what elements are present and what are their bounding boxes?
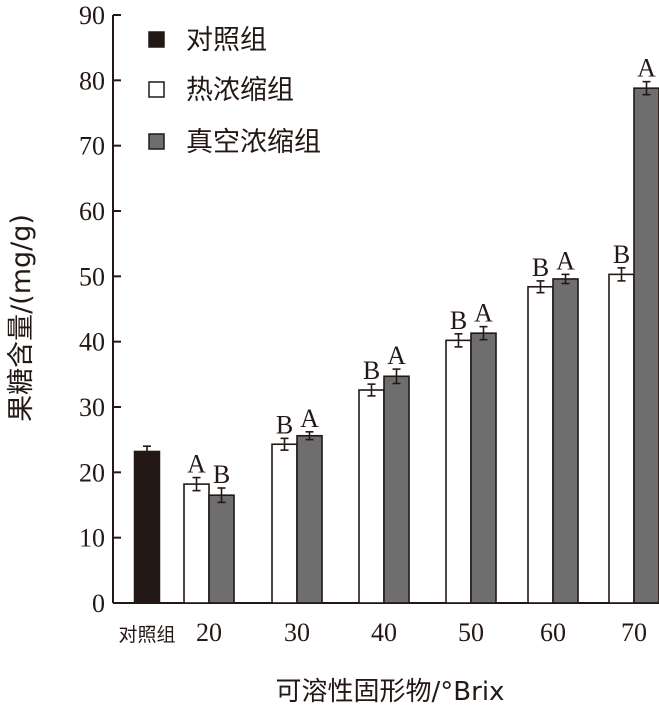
y-tick-label: 10 [79,524,105,553]
significance-label: A [637,54,656,83]
bar-vacuum [208,494,235,604]
bar-control [133,450,161,604]
significance-label: B [613,240,630,269]
y-tick-label: 20 [79,458,105,487]
significance-label: B [532,253,549,282]
bar-hot [358,389,385,604]
significance-label: A [187,450,206,479]
x-tick-label: 50 [458,618,484,647]
significance-label: B [276,410,293,439]
legend-label: 对照组 [186,25,267,56]
x-tick-label: 70 [621,618,647,647]
y-tick-label: 90 [79,1,105,30]
significance-label: A [387,341,406,370]
x-tick-label: 20 [196,618,222,647]
significance-label: A [474,299,493,328]
y-axis-label: 果糖含量/(mg/g) [6,214,37,422]
x-tick-label: 30 [284,618,310,647]
x-tick-label-control: 对照组 [118,624,175,646]
bar-vacuum [383,375,410,604]
bar-hot [527,285,554,604]
bar-hot [445,339,472,604]
bar-vacuum [552,278,579,604]
legend-label: 热浓缩组 [186,75,294,106]
legend-swatch [148,133,165,150]
y-tick-label: 70 [79,132,105,161]
x-tick-label: 40 [371,618,397,647]
x-axis-label: 可溶性固形物/°Brix [276,677,505,707]
significance-label: A [300,404,319,433]
legend-swatch [148,81,165,98]
bar-hot [271,443,298,604]
significance-label: B [363,356,380,385]
y-tick-label: 80 [79,66,105,95]
legend-swatch [148,31,165,48]
bar-vacuum [296,434,323,604]
y-tick-label: 30 [79,393,105,422]
x-tick-label: 60 [540,618,566,647]
bar-vacuum [633,87,659,604]
significance-label: B [450,306,467,335]
y-tick-label: 0 [92,589,105,618]
bar-vacuum [470,332,497,604]
significance-label: B [213,460,230,489]
legend-label: 真空浓缩组 [186,127,321,158]
y-tick-label: 60 [79,197,105,226]
y-tick-label: 50 [79,262,105,291]
bar-hot [183,483,210,604]
y-tick-label: 40 [79,328,105,357]
bar-hot [608,273,635,604]
significance-label: A [556,246,575,275]
